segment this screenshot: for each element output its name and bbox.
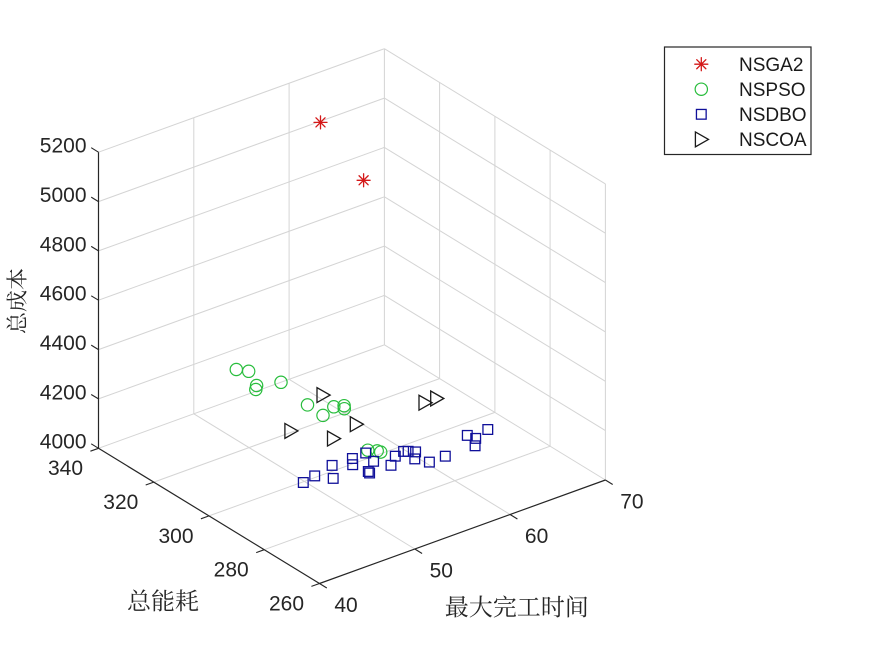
svg-text:5200: 5200 xyxy=(40,135,87,158)
svg-text:280: 280 xyxy=(214,559,249,582)
svg-text:40: 40 xyxy=(334,594,357,617)
svg-text:NSPSO: NSPSO xyxy=(739,80,806,101)
svg-text:300: 300 xyxy=(158,525,193,548)
svg-text:4400: 4400 xyxy=(40,332,87,355)
svg-text:60: 60 xyxy=(525,525,548,548)
svg-text:4600: 4600 xyxy=(40,283,87,306)
svg-text:4200: 4200 xyxy=(40,381,87,404)
svg-text:5000: 5000 xyxy=(40,184,87,207)
svg-text:NSDBO: NSDBO xyxy=(739,105,807,126)
svg-text:320: 320 xyxy=(103,491,138,514)
svg-text:70: 70 xyxy=(620,490,643,513)
svg-text:NSGA2: NSGA2 xyxy=(739,55,803,76)
svg-text:4000: 4000 xyxy=(40,431,87,454)
svg-text:4800: 4800 xyxy=(40,233,87,256)
svg-text:340: 340 xyxy=(48,457,83,480)
svg-text:NSCOA: NSCOA xyxy=(739,130,807,151)
svg-text:50: 50 xyxy=(430,559,453,582)
svg-text:260: 260 xyxy=(269,592,304,615)
